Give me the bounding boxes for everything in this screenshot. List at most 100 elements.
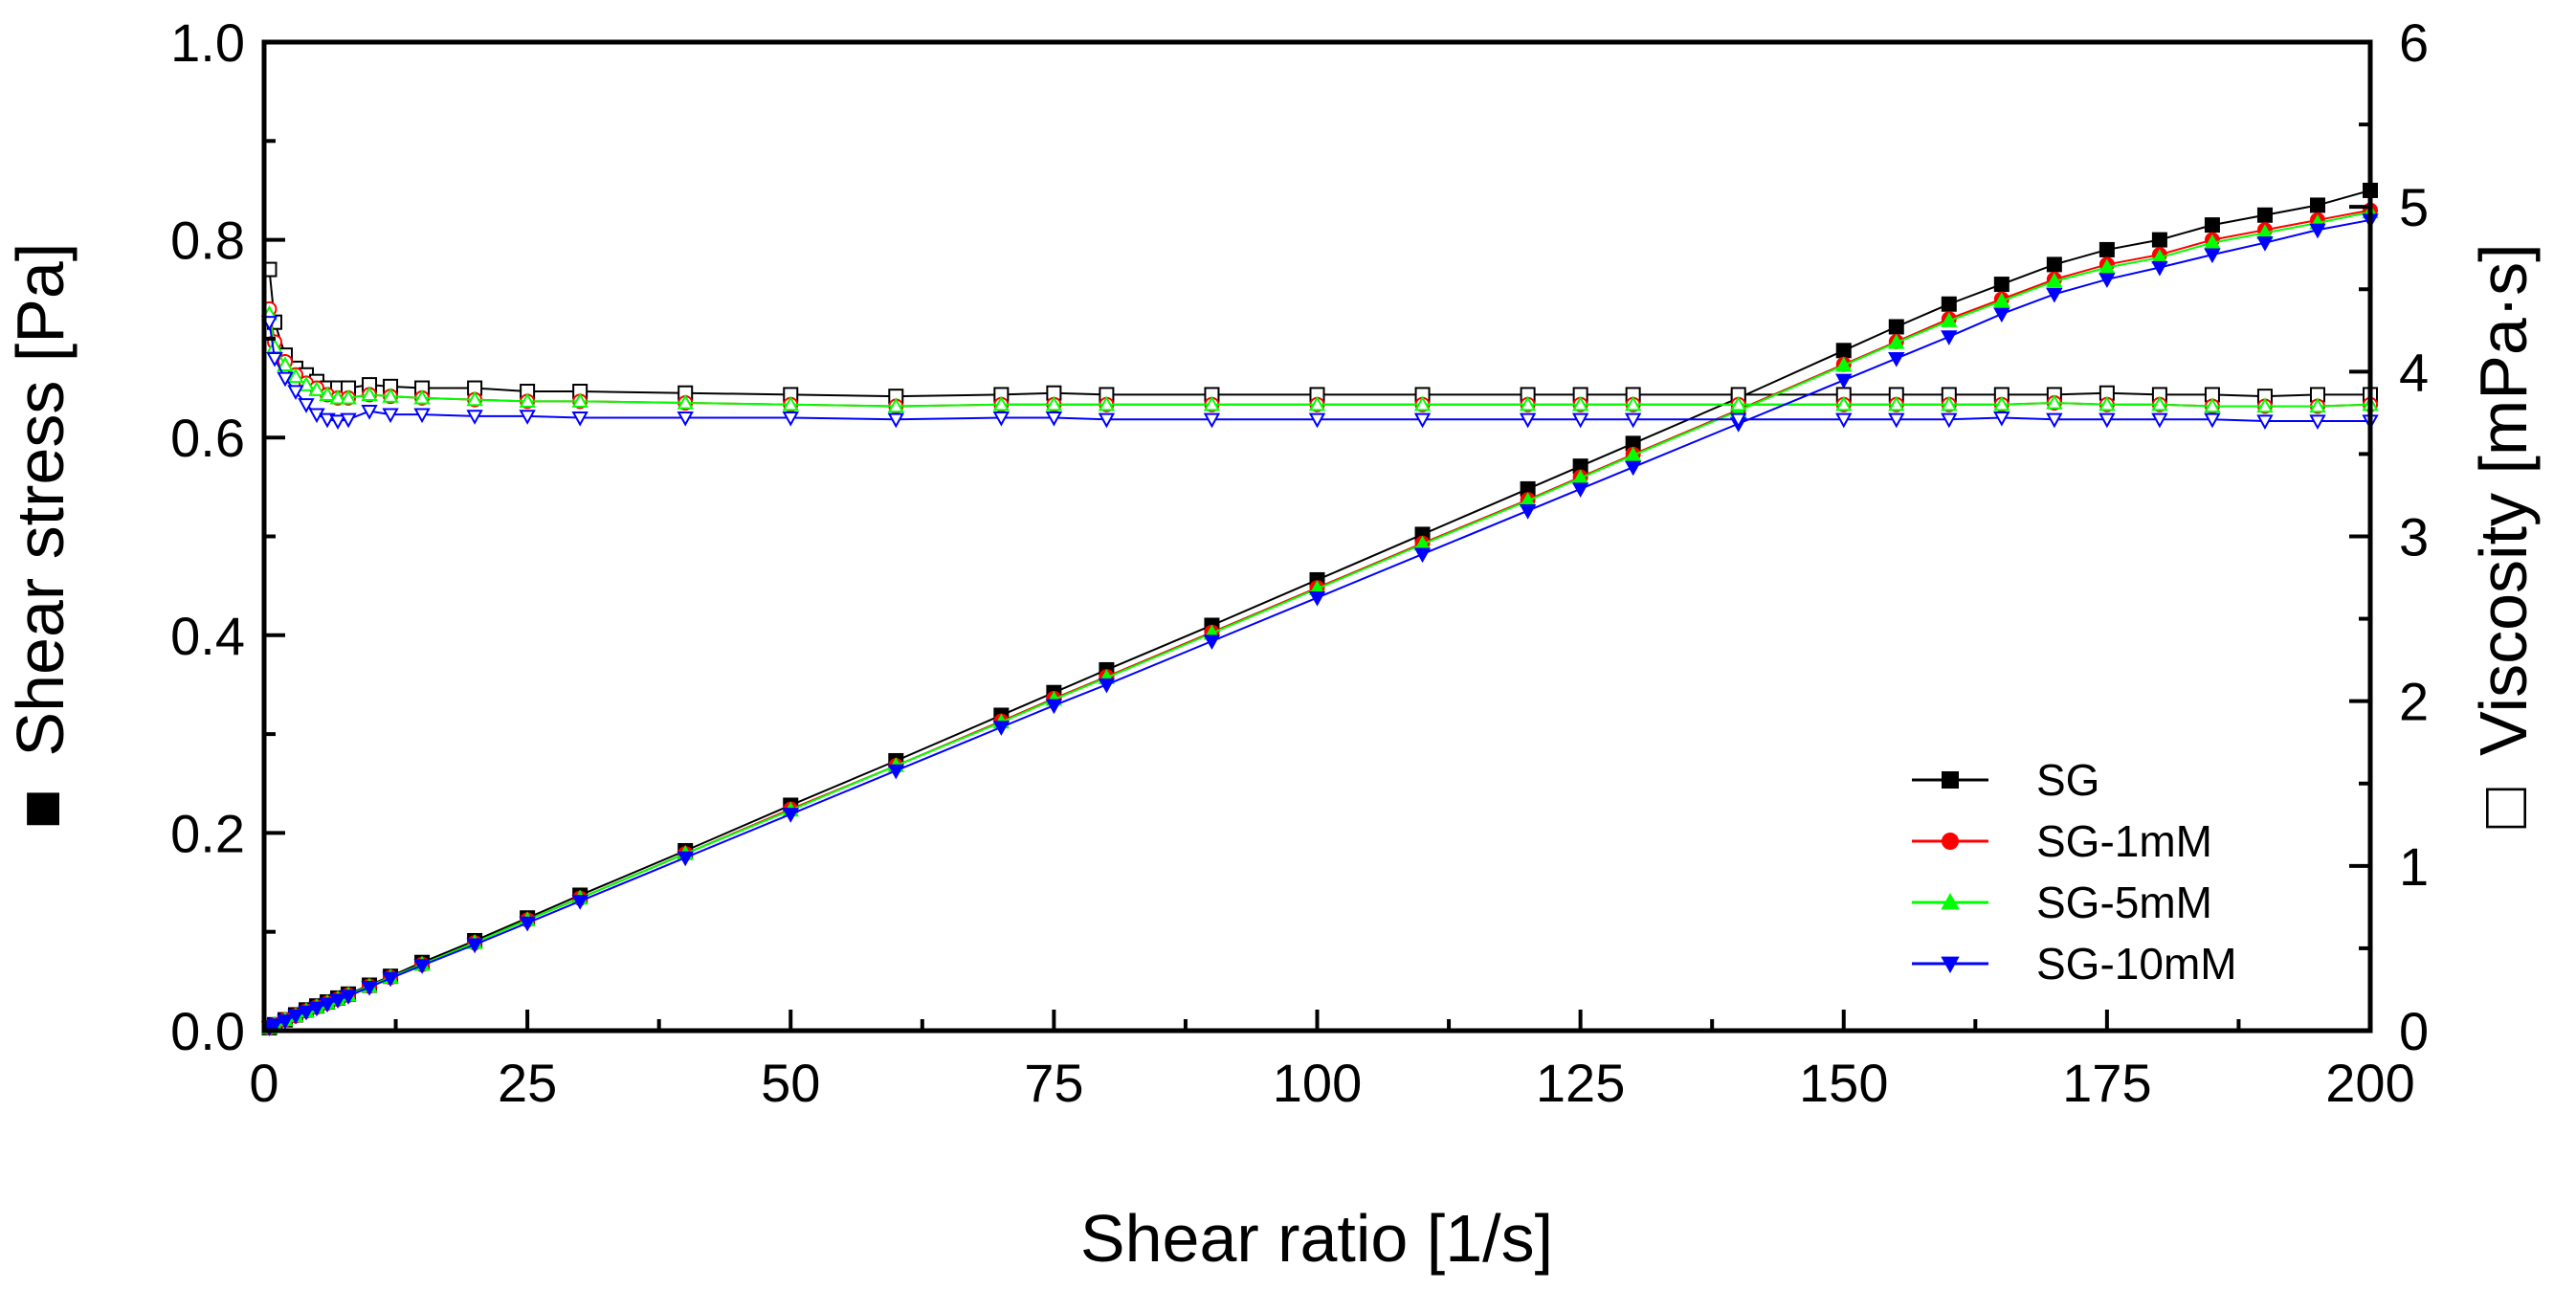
shear-stress-point (2151, 232, 2167, 248)
shear-stress-point (361, 980, 378, 996)
viscosity-point (2099, 412, 2116, 429)
viscosity-point (2046, 412, 2063, 429)
shear-stress-point (308, 1001, 325, 1017)
viscosity-point (1941, 395, 1958, 411)
shear-stress-point (1993, 307, 2010, 323)
y-right-title-text: Viscosity [mPa·s] (2466, 243, 2541, 756)
legend: SG SG-1mM SG-5mM SG-10mM (1912, 755, 2237, 989)
shear-stress-point (1624, 446, 1642, 462)
x-tick-label: 50 (761, 1053, 820, 1113)
shear-stress-point (782, 808, 799, 823)
viscosity-point (466, 390, 483, 407)
y-left-tick-label: 0.8 (170, 211, 245, 271)
legend-item: SG (1912, 755, 2099, 805)
y-left-tick-label: 0.0 (170, 1001, 245, 1061)
shear-stress-point (887, 764, 904, 780)
viscosity-point (329, 414, 346, 431)
shear-stress-point (2046, 272, 2063, 288)
viscosity-point (1045, 411, 1063, 427)
x-axis-title: Shear ratio [1/s] (1080, 1201, 1553, 1276)
viscosity-point (519, 392, 536, 408)
filled-square-marker: ■ (3, 789, 78, 829)
shear-stress-point (1941, 312, 1958, 327)
x-tick-label: 100 (1273, 1053, 1362, 1113)
viscosity-point (782, 411, 799, 427)
viscosity-point (1571, 395, 1589, 411)
viscosity-point (308, 381, 325, 396)
viscosity-point (2256, 397, 2274, 413)
viscosity-point (887, 397, 904, 413)
x-tick-label: 25 (498, 1053, 557, 1113)
viscosity-point (2204, 412, 2221, 429)
viscosity-point (571, 392, 588, 408)
legend-item: SG-10mM (1912, 939, 2237, 989)
shear-stress-point (519, 916, 536, 932)
legend-label: SG-1mM (2036, 816, 2212, 866)
viscosity-point (1203, 395, 1221, 411)
shear-stress-point (1835, 373, 1853, 389)
viscosity-point (1888, 412, 1905, 429)
y-left-tick-label: 0.6 (170, 408, 245, 468)
viscosity-point (1835, 412, 1853, 429)
viscosity-point (2046, 393, 2063, 410)
shear-stress-point (1045, 699, 1063, 715)
shear-stress-point (1203, 634, 1221, 651)
legend-marker (1942, 833, 1959, 850)
y-axis-left-title: ■ Shear stress [Pa] (3, 243, 78, 830)
legend-item: SG-1mM (1912, 816, 2212, 866)
y-left-tick-label: 0.4 (170, 606, 245, 666)
viscosity-point (1045, 395, 1063, 411)
shear-stress-point (1888, 351, 1905, 367)
viscosity-point (1519, 412, 1537, 429)
shear-stress-point (2151, 260, 2168, 277)
viscosity-point (571, 411, 588, 427)
y-left-tick-label: 1.0 (170, 12, 245, 73)
viscosity-point (277, 356, 294, 372)
shear-stress-point (1941, 296, 1957, 312)
legend-label: SG-5mM (2036, 878, 2212, 927)
y-left-title-text: Shear stress [Pa] (3, 243, 78, 757)
data-marks (260, 182, 2379, 1036)
x-tick-label: 200 (2325, 1053, 2414, 1113)
viscosity-point (1835, 395, 1853, 411)
shear-stress-point (1835, 356, 1853, 372)
svg-text:□ Viscosity [mPa·s]: □ Viscosity [mPa·s] (2466, 243, 2541, 828)
viscosity-point (887, 412, 904, 429)
y-left-tick-label: 0.2 (170, 803, 245, 863)
open-square-marker: □ (2466, 788, 2541, 828)
shear-stress-point (1888, 319, 1904, 335)
y-right-tick-label: 3 (2399, 507, 2429, 567)
viscosity-point (1203, 412, 1221, 429)
shear-stress-point (1308, 590, 1326, 607)
viscosity-point (1098, 395, 1116, 411)
shear-stress-point (677, 851, 694, 867)
viscosity-point (2151, 395, 2168, 411)
shear-stress-point (2204, 234, 2221, 250)
viscosity-point (992, 395, 1010, 411)
y-right-tick-label: 6 (2399, 12, 2429, 73)
viscosity-point (2151, 412, 2168, 429)
shear-stress-point (571, 895, 588, 910)
viscosity-point (413, 408, 431, 424)
viscosity-point (298, 398, 315, 413)
viscosity-point (1308, 412, 1326, 429)
legend-item: SG-5mM (1912, 878, 2212, 927)
shear-stress-point (413, 959, 431, 974)
shear-stress-point (992, 721, 1010, 736)
viscosity-point (329, 389, 346, 405)
shear-stress-point (2046, 287, 2063, 303)
viscosity-point (1888, 395, 1905, 411)
viscosity-point (298, 376, 315, 391)
viscosity-point (1730, 395, 1747, 411)
viscosity-point (1308, 395, 1326, 411)
x-tick-label: 150 (1799, 1053, 1888, 1113)
shear-stress-point (466, 938, 483, 954)
viscosity-point (287, 385, 304, 401)
shear-stress-point (277, 1014, 294, 1030)
legend-marker (1941, 956, 1960, 974)
viscosity-point (2256, 414, 2274, 431)
shear-stress-point (298, 1005, 315, 1021)
viscosity-point (382, 408, 399, 424)
viscosity-point (677, 411, 694, 427)
